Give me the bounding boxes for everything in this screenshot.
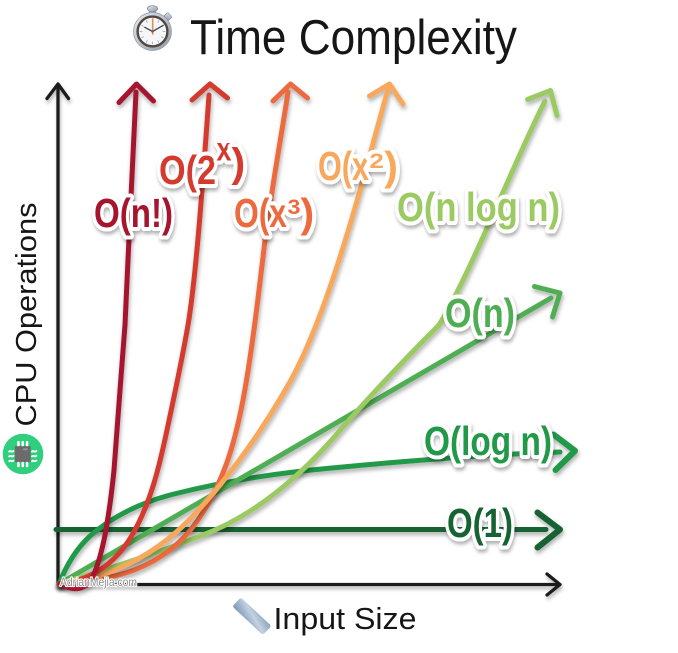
svg-text:AdrianMejia.com: AdrianMejia.com bbox=[60, 575, 137, 589]
svg-text:): ) bbox=[232, 140, 246, 186]
svg-text:O(n): O(n) bbox=[445, 290, 515, 336]
svg-text:O(n!): O(n!) bbox=[94, 190, 173, 236]
svg-text:CPU Operations: CPU Operations bbox=[11, 203, 43, 427]
svg-text:3: 3 bbox=[288, 196, 301, 219]
svg-text:O(x: O(x bbox=[318, 143, 369, 189]
svg-text:O(2: O(2 bbox=[159, 147, 216, 193]
svg-text:O(x: O(x bbox=[234, 190, 287, 236]
svg-text:O(1): O(1) bbox=[447, 500, 513, 546]
svg-text:): ) bbox=[301, 190, 315, 236]
svg-text:): ) bbox=[384, 143, 398, 189]
svg-text:Time Complexity: Time Complexity bbox=[190, 11, 517, 65]
svg-text:x: x bbox=[217, 131, 233, 168]
svg-text:Input Size: Input Size bbox=[274, 601, 417, 636]
svg-text:O(log n): O(log n) bbox=[424, 418, 552, 464]
svg-text:2: 2 bbox=[369, 150, 384, 173]
svg-text:O(n log n): O(n log n) bbox=[397, 184, 560, 230]
